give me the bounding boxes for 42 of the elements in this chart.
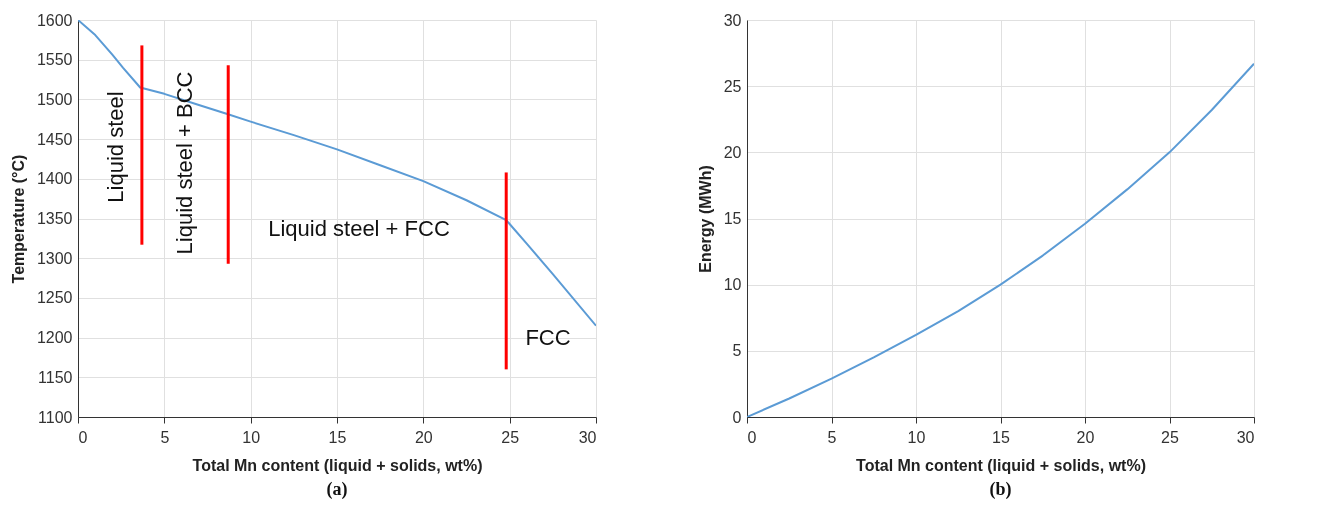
x-tick-label: 10: [242, 428, 261, 446]
x-tick-label: 0: [747, 428, 757, 446]
y-tick-label: 0: [732, 408, 742, 426]
y-tick-label: 1450: [36, 130, 73, 148]
y-tick-label: 1350: [36, 210, 73, 227]
annotation: Liquid steel + BCC: [172, 71, 197, 255]
y-axis-title: Temperature (°C): [9, 154, 27, 284]
y-tick-label: 1150: [38, 368, 73, 386]
text: (a): [326, 479, 348, 500]
y-tick-label: 5: [732, 342, 742, 360]
y-tick-label: 20: [723, 143, 742, 161]
x-tick-label: 30: [578, 428, 597, 446]
text: (b): [989, 479, 1012, 500]
y-tick-label: 1200: [36, 329, 73, 347]
x-tick-label: 10: [907, 428, 926, 446]
y-tick-label: 15: [723, 210, 742, 227]
x-tick-label: 20: [1076, 428, 1095, 446]
annotation: Liquid steel: [103, 91, 128, 203]
x-tick-label: 25: [1161, 428, 1179, 446]
y-tick-label: 10: [723, 276, 742, 294]
x-tick-label: 20: [414, 428, 433, 446]
y-tick-label: 1300: [36, 249, 73, 267]
y-tick-label: 1600: [36, 11, 73, 29]
y-tick-label: 1500: [36, 90, 73, 108]
x-tick-label: 0: [78, 428, 88, 446]
x-tick-label: 15: [328, 428, 347, 446]
y-tick-label: 1400: [36, 170, 73, 188]
x-tick-label: 25: [501, 428, 520, 446]
x-tick-label: 5: [160, 428, 170, 446]
x-axis-title: Total Mn content (liquid + solids, wt%): [856, 456, 1146, 474]
y-tick-label: 1100: [38, 408, 73, 426]
y-tick-label: 1250: [36, 289, 73, 307]
annotation: FCC: [525, 325, 571, 350]
y-tick-label: 25: [723, 77, 742, 95]
x-axis-title: Total Mn content (liquid + solids, wt%): [192, 456, 483, 474]
y-axis-title: Energy (MWh): [696, 165, 714, 273]
annotation: Liquid steel + FCC: [268, 216, 450, 241]
x-tick-label: 30: [1236, 428, 1255, 446]
y-tick-label: 1550: [36, 51, 73, 69]
x-tick-label: 5: [827, 428, 837, 446]
x-tick-label: 15: [992, 428, 1010, 446]
y-tick-label: 30: [723, 11, 742, 29]
